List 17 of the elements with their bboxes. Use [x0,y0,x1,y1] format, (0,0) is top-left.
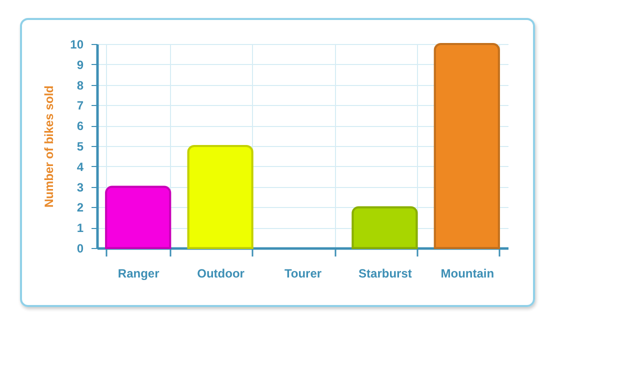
y-axis-title: Number of bikes sold [42,85,56,208]
x-tick-label: Tourer [284,266,322,280]
y-tick-label: 1 [76,221,84,236]
y-tick-label: 4 [76,160,84,174]
x-tick-label: Starburst [358,266,412,280]
y-tick-label: 5 [76,140,84,154]
y-tick-label: 9 [76,58,84,72]
x-tick-label: Ranger [118,266,160,280]
y-tick-label: 10 [70,38,84,52]
y-tick-label: 2 [76,200,84,215]
x-tick-label: Outdoor [197,266,245,280]
y-tick-label: 8 [76,78,84,92]
y-tick-label: 0 [76,242,84,256]
y-tick-label: 7 [76,98,84,113]
x-tick-label: Mountain [440,266,494,280]
y-tick-label: 3 [76,180,84,194]
y-tick-label: 6 [76,119,84,134]
